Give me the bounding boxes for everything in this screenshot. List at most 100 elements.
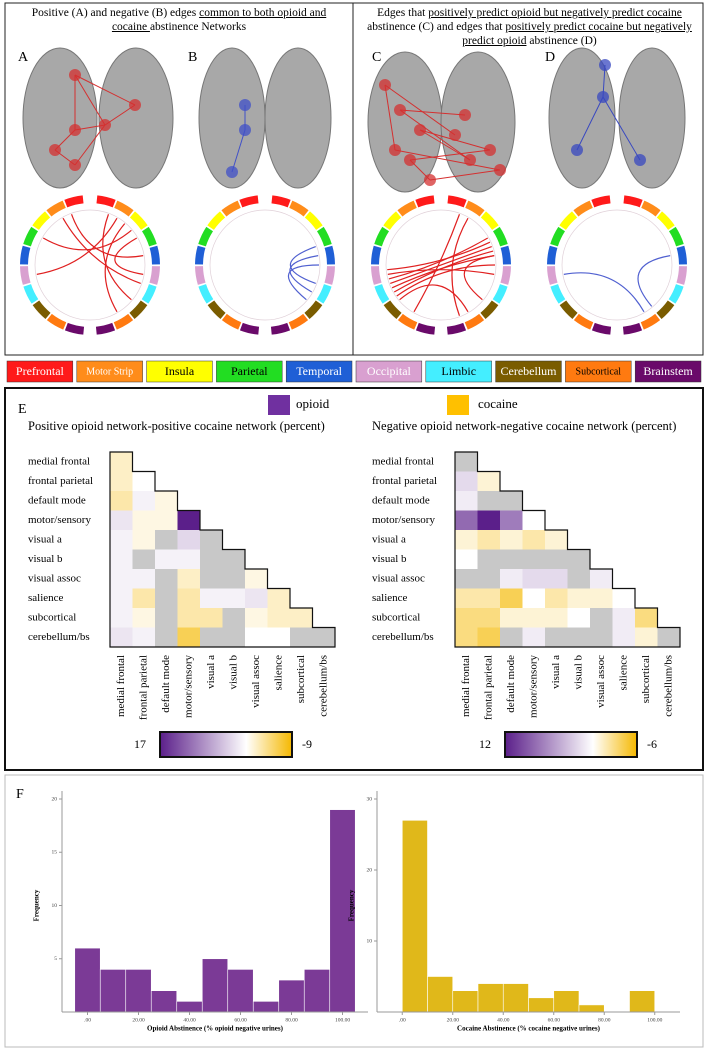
heatmap-cell: [177, 608, 200, 628]
row-label: subcortical: [28, 611, 76, 623]
edge-curve: [104, 223, 126, 313]
edge: [602, 96, 641, 161]
edge-curve: [451, 217, 469, 316]
ring-segment: [591, 322, 612, 335]
edge-curve: [563, 272, 645, 313]
ring-segment: [656, 300, 675, 320]
empty-cell: [290, 627, 313, 647]
col-label: visual assoc: [250, 655, 262, 708]
heatmap-cell: [612, 627, 635, 647]
histogram-bar: [125, 969, 152, 1013]
heatmap-cell: [177, 588, 200, 608]
ring-segment: [316, 284, 332, 304]
inner-ring: [385, 209, 497, 321]
ring-segment: [374, 226, 390, 247]
heatmap-cell: [110, 530, 133, 550]
empty-cell: [657, 627, 680, 647]
col-label: visual a: [205, 655, 217, 689]
empty-cell: [500, 549, 523, 569]
ring-segment: [239, 195, 259, 208]
empty-cell: [200, 549, 223, 569]
empty-cell: [155, 530, 178, 550]
node: [459, 109, 471, 121]
ring-segment: [221, 200, 241, 217]
heatmap-cell: [477, 530, 500, 550]
region-label: Cerebellum: [501, 364, 558, 378]
ring-segment: [149, 245, 160, 265]
x-tick-label: .00: [84, 1017, 91, 1023]
node: [597, 91, 609, 103]
y-tick-label: 30: [367, 796, 373, 802]
region-swatch: [425, 360, 492, 383]
heatmap-cell: [477, 608, 500, 628]
heatmap-cell: [522, 627, 545, 647]
ring-segment: [141, 226, 157, 247]
edge-curve: [388, 237, 489, 280]
empty-cell: [312, 627, 335, 647]
brain-hemisphere: [22, 47, 98, 189]
ring-segment: [141, 284, 157, 304]
region-swatch: [146, 360, 213, 383]
row-label: cerebellum/bs: [28, 631, 90, 643]
edge: [419, 129, 471, 161]
heatmap-cell: [590, 588, 613, 608]
ring-segment: [559, 300, 578, 320]
edge-curve: [413, 214, 461, 313]
histogram-bar: [278, 979, 305, 1013]
ring-segment: [239, 322, 260, 335]
heatmap-cell: [635, 627, 658, 647]
region-swatch: [285, 360, 353, 383]
ring-segment: [656, 211, 675, 230]
heatmap-cell: [455, 491, 478, 511]
heatmap-cell: [612, 608, 635, 628]
heatmap-cell: [522, 569, 545, 589]
heatmap-cell: [155, 510, 178, 530]
heatmap-cell: [590, 569, 613, 589]
heatmap-cell: [177, 569, 200, 589]
ring-segment: [289, 200, 309, 217]
empty-cell: [155, 627, 178, 647]
ring-segment: [64, 195, 84, 208]
heatmap-cell: [455, 549, 478, 569]
legend-label: opioid: [296, 396, 330, 411]
heatmap-cell: [500, 530, 523, 550]
node: [69, 124, 81, 136]
ring-segment: [374, 284, 390, 304]
node: [394, 104, 406, 116]
row-label: motor/sensory: [372, 514, 435, 526]
colorbar-label: 12: [479, 737, 491, 751]
heatmap-cell: [290, 608, 313, 628]
ring-segment: [46, 200, 66, 217]
ring-segment: [415, 195, 435, 208]
ring-segment: [304, 300, 323, 320]
empty-cell: [200, 530, 223, 550]
node: [449, 129, 461, 141]
region-label: Occipital: [367, 364, 412, 378]
ring-segment: [46, 313, 67, 330]
x-tick-label: 40.00: [183, 1017, 196, 1023]
empty-cell: [545, 627, 568, 647]
empty-cell: [500, 491, 523, 511]
heatmap-cell: [155, 549, 178, 569]
node: [494, 164, 506, 176]
ring-segment: [23, 226, 39, 247]
empty-cell: [222, 627, 245, 647]
heatmap-cell: [110, 569, 133, 589]
heatmap-cell: [545, 608, 568, 628]
empty-cell: [132, 549, 155, 569]
ring-segment: [641, 200, 661, 217]
ring-segment: [20, 245, 31, 265]
triangle-outline: [454, 451, 681, 648]
ring-segment: [415, 322, 436, 335]
edge-curve: [70, 214, 144, 258]
ring-segment: [547, 245, 558, 265]
region-swatch: [355, 360, 423, 383]
triangle-outline: [109, 451, 336, 648]
brain-hemisphere: [618, 47, 686, 189]
x-tick-label: 100.00: [647, 1017, 662, 1023]
empty-cell: [222, 569, 245, 589]
empty-cell: [155, 608, 178, 628]
node: [69, 159, 81, 171]
header-text: abstinence (C) and edges that: [367, 21, 506, 33]
